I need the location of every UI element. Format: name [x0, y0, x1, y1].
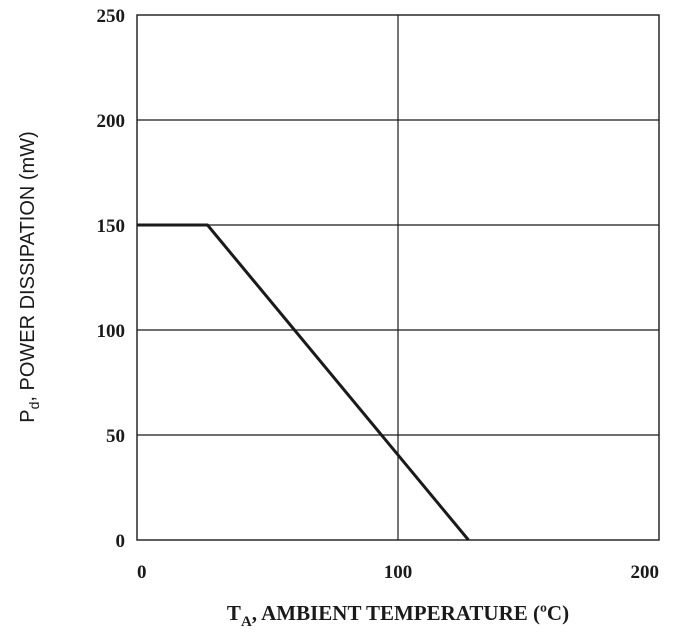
x-axis-title-main: T [227, 601, 241, 625]
x-axis-title-sub: A [241, 614, 252, 630]
derating-curve [137, 223, 470, 541]
y-tick-labels: 0 50 100 150 200 250 [97, 6, 126, 552]
y-tick-label: 200 [97, 111, 126, 132]
plot-frame [136, 14, 660, 541]
y-tick-label: 50 [106, 426, 125, 447]
y-tick-label: 150 [97, 216, 126, 237]
y-axis-title-main: P [17, 409, 39, 422]
y-tick-label: 0 [116, 531, 126, 552]
y-axis-title-sub: d [26, 402, 42, 410]
grid-layer [137, 15, 659, 540]
y-tick-label: 250 [97, 6, 126, 27]
x-axis-title: TA, AMBIENT TEMPERATURE (ºC) [227, 601, 569, 630]
series-layer [137, 223, 470, 541]
x-tick-labels: 0 100 200 [137, 562, 659, 583]
y-tick-label: 100 [97, 321, 126, 342]
x-tick-label: 0 [137, 562, 147, 583]
x-tick-label: 200 [631, 562, 660, 583]
y-axis-title: Pd, POWER DISSIPATION (mW) [17, 131, 42, 423]
x-axis-title-rest: , AMBIENT TEMPERATURE (ºC) [252, 601, 569, 625]
x-tick-label: 100 [384, 562, 413, 583]
y-axis-title-rest: , POWER DISSIPATION (mW) [17, 131, 39, 401]
